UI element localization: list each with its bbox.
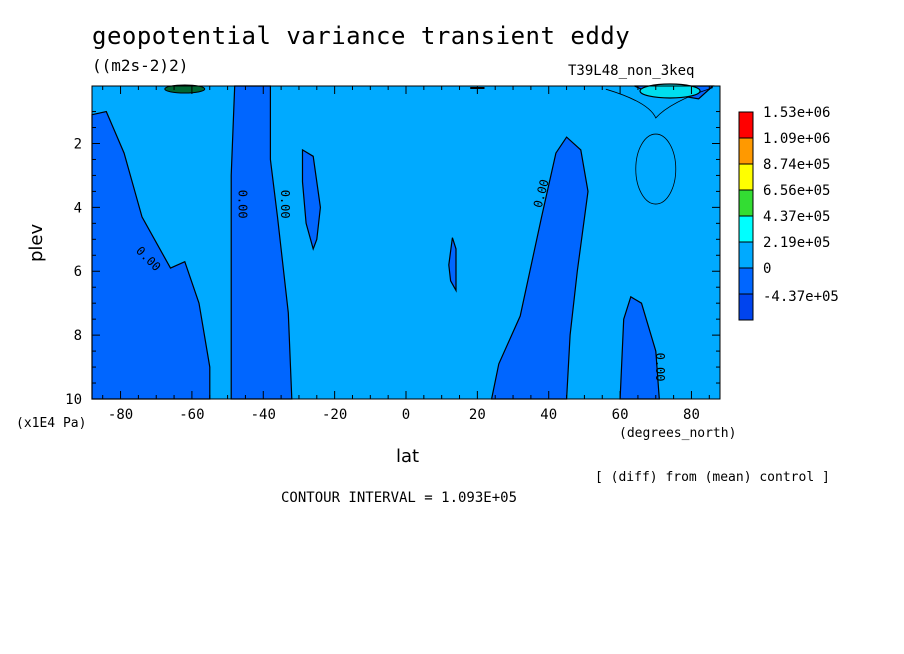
region-sliver-13: [448, 237, 457, 293]
chart-units: ((m2s-2)2): [92, 56, 189, 75]
x-tick-label: -60: [179, 407, 204, 423]
x-tick-label: 0: [402, 407, 410, 423]
y-tick-label: 8: [74, 328, 82, 344]
legend-label: 4.37e+05: [763, 209, 830, 225]
contour-interval: CONTOUR INTERVAL = 1.093E+05: [281, 490, 518, 506]
legend-swatch: [738, 215, 754, 243]
chart-title: geopotential variance transient eddy: [92, 22, 631, 50]
x-tick-label: -80: [108, 407, 133, 423]
axis-ticks: -80 -60 -40 -20 0 20 40 60 80 2 4 6 8 10: [65, 86, 720, 423]
legend-swatch: [738, 111, 754, 139]
legend-label: 1.53e+06: [763, 105, 830, 121]
y-tick-label: 6: [74, 264, 82, 280]
region-cell-minus-28: [301, 148, 322, 251]
x-axis-units: (degrees_north): [619, 426, 737, 441]
x-tick-label: 40: [540, 407, 557, 423]
y-axis-units: (x1E4 Pa): [16, 416, 87, 431]
y-tick-label: 2: [74, 136, 82, 152]
top-feature-north: [639, 83, 701, 99]
x-tick-label: 20: [469, 407, 486, 423]
legend-label: -4.37e+05: [763, 289, 839, 305]
run-label: T39L48_non_3keq: [568, 63, 695, 79]
x-tick-label: -20: [322, 407, 347, 423]
x-axis-label: lat: [396, 446, 420, 467]
legend-swatch: [738, 189, 754, 217]
diff-note: [ (diff) from (mean) control ]: [595, 470, 830, 485]
region-column-minus-45: [230, 85, 293, 400]
legend-label: 0: [763, 261, 771, 277]
contour-label: 0.00: [278, 190, 292, 219]
legend-swatch: [738, 137, 754, 165]
y-tick-label: 4: [74, 200, 82, 216]
color-legend: 1.53e+06 1.09e+06 8.74e+05 6.56e+05 4.37e+05…: [738, 105, 839, 321]
x-tick-label: 80: [683, 407, 700, 423]
contour-label: 0.00: [653, 353, 667, 382]
legend-swatch: [738, 293, 754, 321]
legend-swatch: [738, 163, 754, 191]
legend-label: 2.19e+05: [763, 235, 830, 251]
legend-swatch: [738, 267, 754, 295]
y-axis-label: plev: [26, 223, 47, 262]
legend-label: 6.56e+05: [763, 183, 830, 199]
y-tick-label: 10: [65, 392, 82, 408]
contour-label: 0.00: [235, 190, 249, 219]
region-tilted-band-45: [490, 136, 589, 400]
legend-label: 1.09e+06: [763, 131, 830, 147]
top-feature-south: [164, 84, 206, 94]
x-tick-label: -40: [251, 407, 276, 423]
legend-label: 8.74e+05: [763, 157, 830, 173]
contour-ellipse: [635, 133, 677, 205]
contour-fills: [91, 83, 720, 400]
x-tick-label: 60: [612, 407, 629, 423]
legend-swatch: [738, 241, 754, 269]
